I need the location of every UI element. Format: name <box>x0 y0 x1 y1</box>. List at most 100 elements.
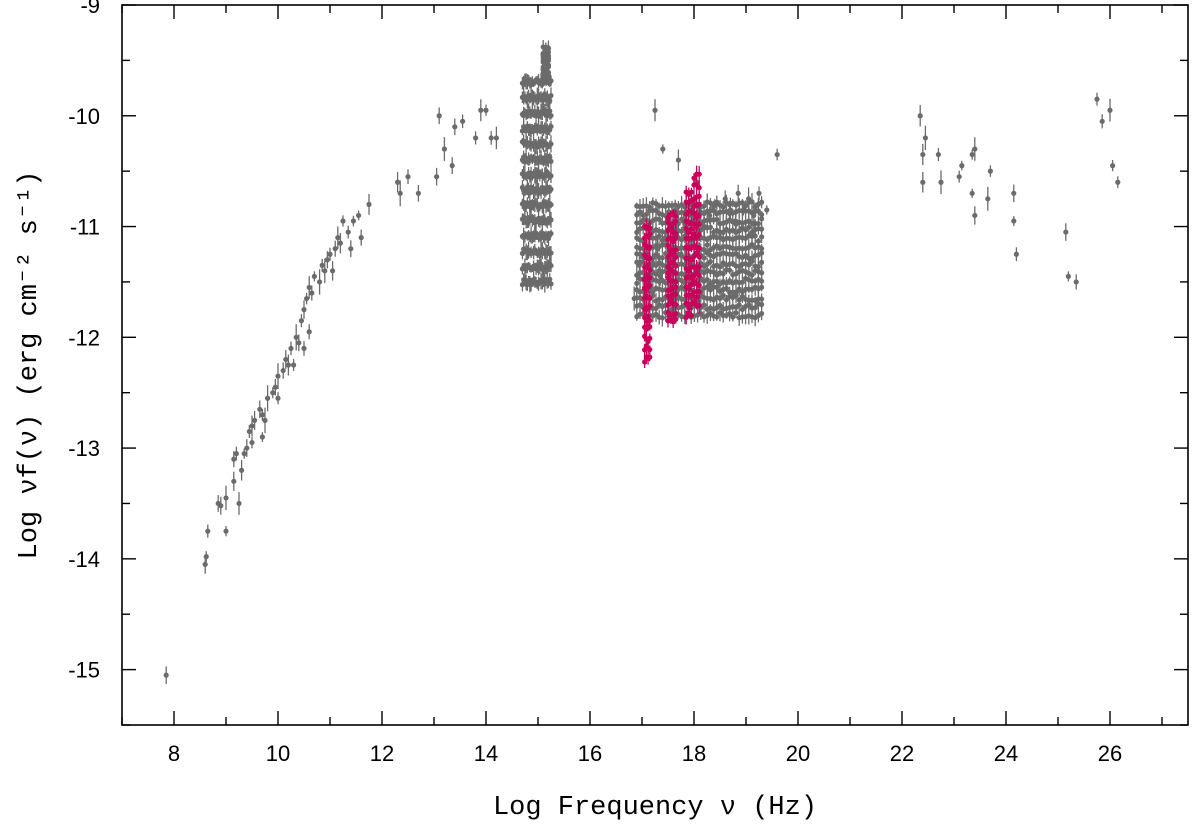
data-point <box>686 301 692 315</box>
data-point <box>733 284 739 300</box>
data-point <box>335 226 341 249</box>
data-point <box>1063 223 1069 241</box>
y-tick-label: -15 <box>68 658 100 683</box>
data-point <box>969 149 975 160</box>
data-point <box>231 451 237 468</box>
data-point <box>244 439 250 457</box>
data-point <box>985 186 991 211</box>
data-point <box>675 149 682 171</box>
data-point <box>647 314 653 327</box>
data-point <box>688 256 695 264</box>
data-point <box>548 259 554 272</box>
data-point <box>405 169 411 185</box>
data-point <box>1115 176 1121 189</box>
data-point <box>938 170 944 195</box>
data-point <box>959 160 965 171</box>
data-point <box>711 292 717 307</box>
data-point <box>647 345 653 354</box>
x-tick-label: 20 <box>786 741 810 766</box>
data-point <box>483 104 489 116</box>
data-point <box>236 492 242 515</box>
data-point <box>956 170 962 183</box>
data-point <box>257 400 263 419</box>
x-axis-title: Log Frequency ν (Hz) <box>493 793 817 823</box>
y-tick-label: -13 <box>68 436 100 461</box>
data-point <box>759 306 765 321</box>
data-point <box>696 208 702 223</box>
x-tick-label: 26 <box>1098 741 1122 766</box>
data-point <box>755 216 762 231</box>
data-point <box>272 378 278 396</box>
x-tick-label: 14 <box>474 741 498 766</box>
data-point <box>759 196 765 209</box>
data-point <box>696 297 702 314</box>
data-point <box>686 264 692 277</box>
data-point <box>488 131 494 145</box>
data-point <box>1094 92 1100 106</box>
data-point <box>696 242 702 254</box>
data-point <box>691 287 697 297</box>
data-point <box>280 362 286 379</box>
data-point <box>1110 159 1116 172</box>
data-point <box>317 269 323 295</box>
x-tick-label: 18 <box>682 741 706 766</box>
x-tick-label: 10 <box>266 741 290 766</box>
data-point <box>291 359 297 371</box>
data-point <box>652 99 658 122</box>
data-point <box>275 392 281 405</box>
data-point <box>548 246 554 260</box>
data-point <box>673 244 679 256</box>
data-point <box>746 239 752 256</box>
data-point <box>647 353 653 362</box>
data-point <box>1065 271 1071 282</box>
x-tick-label: 16 <box>578 741 602 766</box>
data-point <box>548 211 554 228</box>
data-point <box>659 308 666 327</box>
data-point <box>701 200 707 212</box>
data-point <box>749 266 755 284</box>
data-point <box>723 294 730 305</box>
data-point <box>743 200 749 212</box>
data-point <box>218 496 224 515</box>
data-point <box>306 324 312 340</box>
data-point <box>739 199 746 207</box>
data-point <box>345 225 351 239</box>
data-point <box>262 407 268 434</box>
data-point <box>739 276 746 288</box>
data-point <box>647 333 653 343</box>
data-point <box>275 363 281 389</box>
data-point <box>304 292 310 305</box>
data-point <box>330 261 336 281</box>
data-point <box>548 120 554 133</box>
data-point <box>249 436 255 449</box>
data-point <box>270 387 276 399</box>
data-point <box>548 135 554 153</box>
data-point <box>203 551 209 563</box>
data-point <box>241 448 247 459</box>
data-point <box>717 301 723 310</box>
y-tick-label: -11 <box>70 215 100 240</box>
data-point <box>460 114 466 129</box>
data-point <box>324 251 330 269</box>
data-point <box>293 324 299 351</box>
data-point <box>691 173 697 183</box>
data-point <box>647 238 653 256</box>
data-points <box>163 39 1121 684</box>
data-point <box>1013 247 1020 262</box>
data-point <box>752 302 758 314</box>
data-point <box>283 350 289 369</box>
data-point <box>755 237 762 245</box>
y-tick-label: -10 <box>68 104 100 129</box>
data-point <box>774 148 780 161</box>
data-point <box>679 227 685 236</box>
data-point <box>246 424 252 438</box>
data-point <box>548 75 554 87</box>
x-tick-label: 12 <box>370 741 394 766</box>
data-point <box>935 148 942 162</box>
data-point <box>673 299 679 310</box>
data-point <box>415 184 421 202</box>
data-point <box>306 276 312 299</box>
data-point <box>696 165 702 183</box>
data-point <box>452 118 458 136</box>
